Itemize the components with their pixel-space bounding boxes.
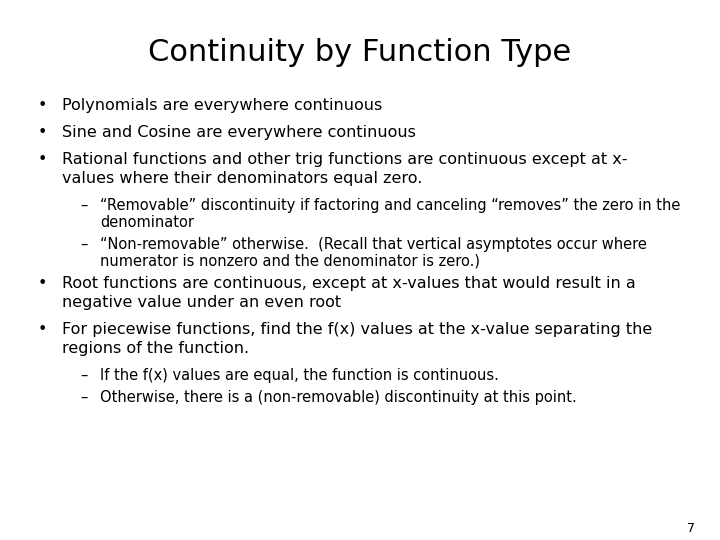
Text: •: • xyxy=(38,276,48,291)
Text: Polynomials are everywhere continuous: Polynomials are everywhere continuous xyxy=(62,98,382,113)
Text: “Removable” discontinuity if factoring and canceling “removes” the zero in the: “Removable” discontinuity if factoring a… xyxy=(100,198,680,213)
Text: •: • xyxy=(38,125,48,140)
Text: •: • xyxy=(38,152,48,167)
Text: 7: 7 xyxy=(687,522,695,535)
Text: negative value under an even root: negative value under an even root xyxy=(62,295,341,310)
Text: •: • xyxy=(38,322,48,337)
Text: regions of the function.: regions of the function. xyxy=(62,341,249,356)
Text: Root functions are continuous, except at x-values that would result in a: Root functions are continuous, except at… xyxy=(62,276,636,291)
Text: denominator: denominator xyxy=(100,215,194,230)
Text: Continuity by Function Type: Continuity by Function Type xyxy=(148,38,572,67)
Text: •: • xyxy=(38,98,48,113)
Text: For piecewise functions, find the f(x) values at the x-value separating the: For piecewise functions, find the f(x) v… xyxy=(62,322,652,337)
Text: –: – xyxy=(80,198,87,213)
Text: –: – xyxy=(80,390,87,405)
Text: Sine and Cosine are everywhere continuous: Sine and Cosine are everywhere continuou… xyxy=(62,125,416,140)
Text: Otherwise, there is a (non-removable) discontinuity at this point.: Otherwise, there is a (non-removable) di… xyxy=(100,390,577,405)
Text: If the f(x) values are equal, the function is continuous.: If the f(x) values are equal, the functi… xyxy=(100,368,499,383)
Text: values where their denominators equal zero.: values where their denominators equal ze… xyxy=(62,171,423,186)
Text: –: – xyxy=(80,368,87,383)
Text: numerator is nonzero and the denominator is zero.): numerator is nonzero and the denominator… xyxy=(100,254,480,269)
Text: Rational functions and other trig functions are continuous except at x-: Rational functions and other trig functi… xyxy=(62,152,628,167)
Text: “Non-removable” otherwise.  (Recall that vertical asymptotes occur where: “Non-removable” otherwise. (Recall that … xyxy=(100,237,647,252)
Text: –: – xyxy=(80,237,87,252)
